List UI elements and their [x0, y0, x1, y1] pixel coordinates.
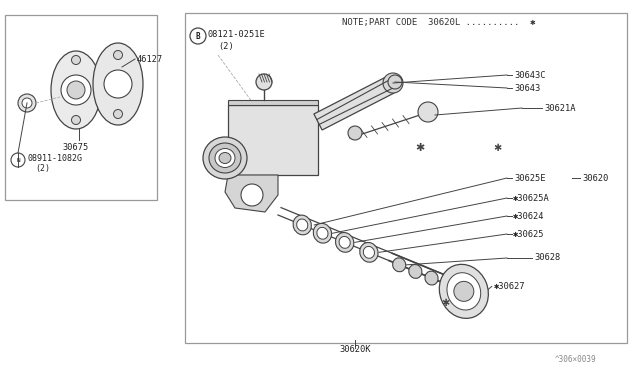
Text: 30643: 30643 [514, 83, 540, 93]
Circle shape [241, 184, 263, 206]
Text: 30625E: 30625E [514, 173, 545, 183]
Circle shape [113, 109, 122, 119]
Ellipse shape [314, 224, 332, 243]
Text: 08911-1082G: 08911-1082G [27, 154, 82, 163]
Circle shape [348, 126, 362, 140]
Ellipse shape [447, 273, 481, 310]
Text: N: N [16, 157, 20, 163]
Ellipse shape [219, 153, 231, 164]
Ellipse shape [93, 43, 143, 125]
Ellipse shape [317, 227, 328, 239]
Text: 30620: 30620 [582, 173, 608, 183]
Ellipse shape [339, 237, 350, 248]
Ellipse shape [293, 215, 312, 235]
Text: ✱: ✱ [493, 143, 501, 153]
Text: 08121-0251E: 08121-0251E [208, 29, 266, 38]
Circle shape [72, 115, 81, 125]
Ellipse shape [360, 243, 378, 262]
Text: B: B [196, 32, 200, 41]
Circle shape [61, 75, 91, 105]
Text: 30621A: 30621A [544, 103, 575, 112]
Circle shape [256, 74, 272, 90]
Circle shape [18, 94, 36, 112]
Polygon shape [314, 77, 394, 130]
Text: ✱30625A: ✱30625A [513, 193, 550, 202]
Circle shape [72, 55, 81, 64]
Text: (2): (2) [218, 42, 234, 51]
Polygon shape [228, 105, 318, 175]
Circle shape [388, 75, 402, 89]
Ellipse shape [409, 264, 422, 278]
Circle shape [418, 102, 438, 122]
Text: ✱30627: ✱30627 [494, 282, 525, 291]
Ellipse shape [364, 246, 374, 258]
Ellipse shape [425, 271, 438, 285]
Bar [185, 13, 627, 343]
Ellipse shape [51, 51, 101, 129]
Ellipse shape [203, 137, 247, 179]
Text: ✱30625: ✱30625 [513, 230, 545, 238]
Bar [5, 15, 157, 200]
Circle shape [454, 281, 474, 301]
Ellipse shape [209, 143, 241, 173]
Polygon shape [225, 175, 278, 212]
Text: 30675: 30675 [62, 142, 88, 151]
Circle shape [67, 81, 85, 99]
Text: ✱: ✱ [415, 143, 425, 153]
Text: ✱30624: ✱30624 [513, 212, 545, 221]
Circle shape [104, 70, 132, 98]
Ellipse shape [439, 264, 488, 318]
Text: ✱: ✱ [442, 298, 450, 308]
Ellipse shape [215, 148, 235, 167]
Text: NOTE;PART CODE  30620L ..........  ✱: NOTE;PART CODE 30620L .......... ✱ [342, 17, 536, 26]
Circle shape [190, 28, 206, 44]
Text: 30628: 30628 [534, 253, 560, 263]
Circle shape [11, 153, 25, 167]
Text: 46127: 46127 [137, 55, 163, 64]
Polygon shape [228, 100, 318, 105]
Text: ^306×0039: ^306×0039 [555, 356, 596, 365]
Circle shape [113, 51, 122, 60]
Text: 30620K: 30620K [339, 346, 371, 355]
Ellipse shape [297, 219, 308, 231]
Ellipse shape [335, 232, 354, 252]
Text: (2): (2) [35, 164, 50, 173]
Text: 30643C: 30643C [514, 71, 545, 80]
Circle shape [22, 98, 32, 108]
Circle shape [383, 73, 403, 93]
Ellipse shape [392, 258, 406, 272]
